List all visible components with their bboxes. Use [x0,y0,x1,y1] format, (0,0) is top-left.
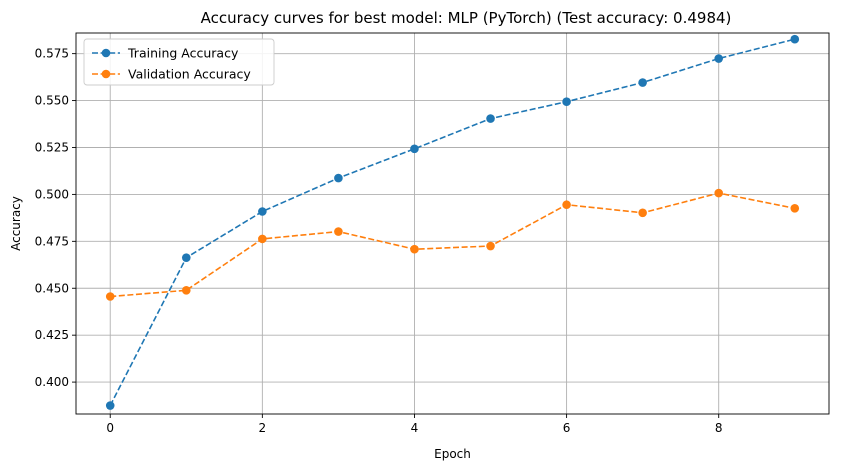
validation-accuracy-point [181,286,191,295]
training-accuracy-point [790,34,800,44]
chart-title: Accuracy curves for best model: MLP (PyT… [201,9,732,27]
validation-accuracy-point [562,200,571,210]
training-accuracy-series [105,34,800,410]
training-accuracy-legend-marker [101,48,111,58]
training-accuracy-point [486,114,495,123]
validation-accuracy-series [105,188,800,301]
validation-accuracy-point [105,292,115,301]
grid-lines [76,33,829,414]
x-tick-label: 4 [411,421,419,435]
y-tick-label: 0.450 [35,281,69,295]
training-accuracy-point [334,173,343,183]
validation-accuracy-point [714,188,724,198]
training-accuracy-point [714,54,724,63]
legend: Training Accuracy Validation Accuracy [83,38,275,86]
validation-accuracy-point [334,227,343,236]
validation-accuracy-point [790,203,800,213]
x-tick-label: 6 [563,421,571,435]
training-accuracy-point [105,401,115,410]
series-layer [105,34,800,410]
validation-accuracy-legend-marker [101,69,111,79]
validation-accuracy-point [638,208,647,218]
y-axis-label: Accuracy [9,196,23,251]
training-accuracy-point [258,207,267,216]
x-tick-label: 8 [715,421,723,435]
training-accuracy-point [638,78,647,87]
training-accuracy-legend-label: Training Accuracy [127,46,239,61]
training-accuracy-point [181,253,191,262]
x-axis-label: Epoch [434,447,471,461]
training-accuracy-point [562,97,571,106]
training-accuracy-point [410,144,419,154]
validation-accuracy-point [258,234,267,244]
y-axis-ticks: 0.400 0.425 0.450 0.475 0.500 0.525 0.550 0.575 [35,47,76,389]
training-accuracy-line [109,38,795,406]
x-axis-ticks: 0 2 4 6 8 [106,414,723,435]
legend-box [83,38,275,86]
y-tick-label: 0.550 [35,94,69,108]
validation-accuracy-point [410,244,419,254]
y-tick-label: 0.500 [35,187,69,201]
plot-area-frame [75,32,830,415]
y-tick-label: 0.425 [35,328,69,342]
y-tick-label: 0.475 [35,234,69,248]
y-tick-label: 0.575 [35,47,69,61]
x-tick-label: 0 [106,421,114,435]
y-tick-label: 0.400 [35,375,69,389]
validation-accuracy-legend-label: Validation Accuracy [128,67,251,82]
validation-accuracy-point [486,241,495,251]
validation-accuracy-line [110,192,795,298]
x-tick-label: 2 [259,421,267,435]
y-tick-label: 0.525 [35,140,69,154]
